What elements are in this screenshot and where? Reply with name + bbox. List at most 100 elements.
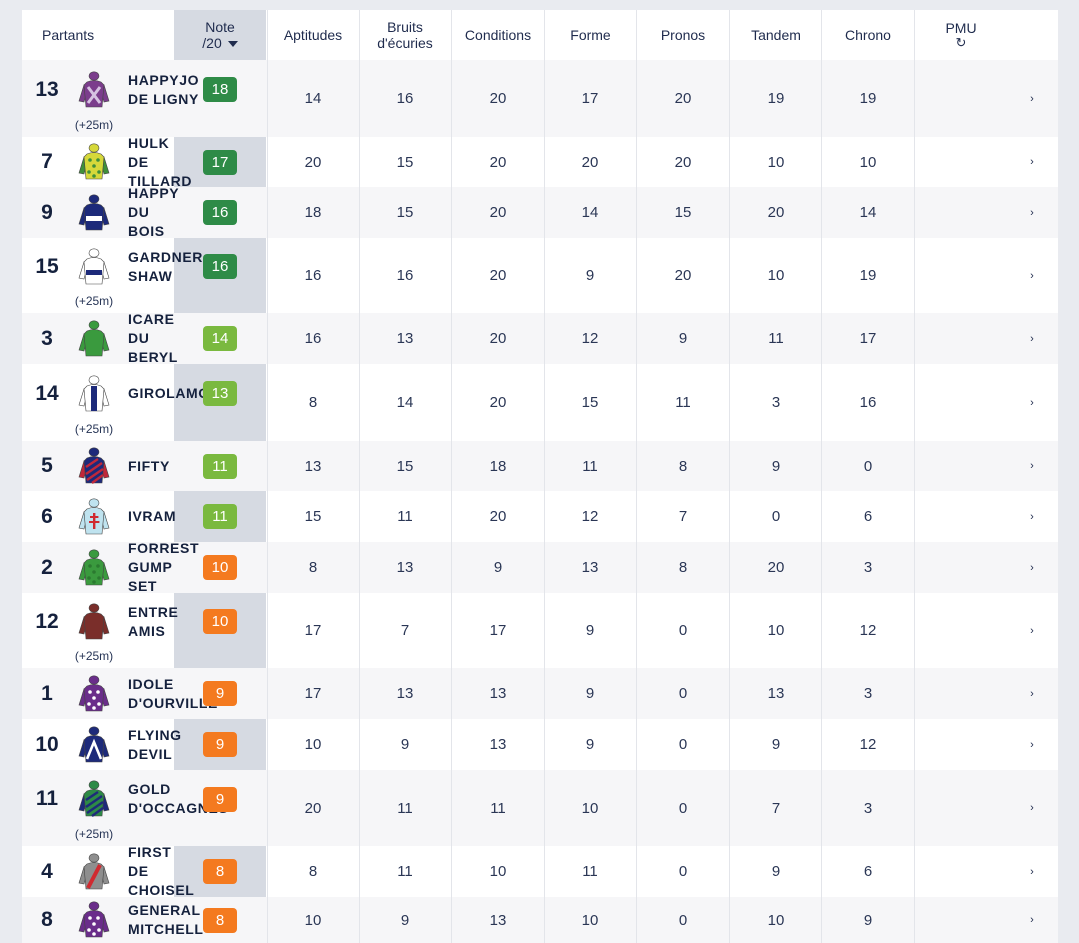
cell-forme: 11 — [582, 457, 598, 475]
horse-name[interactable]: HAPPY DU BOIS — [128, 185, 180, 239]
cell-conditions: 20 — [489, 204, 507, 221]
cell-aptitudes: 8 — [308, 863, 318, 880]
distance-handicap: (+25m) — [74, 294, 114, 308]
chevron-right-icon[interactable]: › — [1030, 624, 1034, 637]
chevron-right-icon[interactable]: › — [1030, 865, 1034, 878]
chevron-right-icon[interactable]: › — [1030, 802, 1034, 814]
chevron-right-icon[interactable]: › — [1030, 687, 1034, 700]
note-badge: 18 — [203, 77, 237, 102]
horse-name[interactable]: ICARE DU BERYL — [128, 311, 178, 365]
cell-pronos: 0 — [678, 911, 688, 929]
horse-name[interactable]: GARDNER SHAW — [128, 248, 203, 284]
note-badge: 8 — [203, 859, 237, 884]
horse-number: 6 — [41, 504, 53, 528]
chevron-right-icon[interactable]: › — [1030, 460, 1034, 472]
table-row[interactable]: 13 (+25m) HAPPYJO DE LIGNY 18 14 16 20 17 20 19 1… — [22, 60, 1058, 137]
column-divider — [636, 10, 637, 943]
header-conditions: Conditions — [464, 27, 532, 43]
chevron-right-icon[interactable]: › — [1030, 156, 1034, 168]
table-row[interactable]: 2 FORREST GUMP SET 10 8 13 9 13 8 20 3 › — [22, 540, 1058, 594]
chevron-right-icon[interactable]: › — [1030, 396, 1034, 409]
chevron-right-icon[interactable]: › — [1030, 206, 1034, 219]
cell-aptitudes: 13 — [304, 457, 322, 475]
chevron-right-icon[interactable]: › — [1030, 92, 1034, 105]
jockey-silk-icon — [78, 549, 110, 587]
horse-number: 12 — [35, 609, 59, 633]
horse-name[interactable]: IDOLE D'OURVILLE — [128, 675, 218, 711]
cell-chrono: 3 — [863, 799, 873, 817]
horse-number: 10 — [35, 732, 59, 756]
column-divider — [914, 10, 915, 943]
chevron-right-icon[interactable]: › — [1030, 510, 1034, 523]
column-divider — [729, 10, 730, 943]
cell-aptitudes: 20 — [304, 799, 322, 817]
cell-aptitudes: 18 — [304, 204, 322, 221]
cell-chrono: 14 — [859, 204, 877, 221]
table-row[interactable]: 9 HAPPY DU BOIS 16 18 15 20 14 15 20 14 › — [22, 185, 1058, 239]
horse-number: 8 — [41, 908, 53, 931]
table-row[interactable]: 8 GENERAL MITCHELL 8 10 9 13 10 0 10 9 › — [22, 897, 1058, 943]
table-row[interactable]: 12 (+25m) ENTRE AMIS 10 17 7 17 9 0 10 12 › — [22, 593, 1058, 668]
cell-bruits: 15 — [396, 204, 414, 221]
horse-name[interactable]: FIFTY — [128, 457, 170, 474]
table-row[interactable]: 15 (+25m) GARDNER SHAW 16 16 16 20 9 20 10 19 › — [22, 238, 1058, 313]
cell-forme: 13 — [581, 559, 599, 576]
chevron-right-icon[interactable]: › — [1030, 332, 1034, 345]
table-row[interactable]: 1 IDOLE D'OURVILLE 9 17 13 13 9 0 13 3 › — [22, 668, 1058, 719]
cell-pmu — [931, 846, 991, 897]
horse-name[interactable]: GIROLAMO — [128, 385, 210, 401]
refresh-icon[interactable]: ↻ — [955, 35, 967, 50]
horse-name[interactable]: FORREST GUMP SET — [128, 540, 200, 594]
cell-tandem: 3 — [771, 394, 781, 411]
cell-tandem: 10 — [767, 622, 785, 639]
cell-pmu — [931, 770, 991, 846]
table-row[interactable]: 10 FLYING DEVIL 9 10 9 13 9 0 9 12 › — [22, 719, 1058, 770]
chevron-right-icon[interactable]: › — [1030, 561, 1034, 574]
note-badge: 9 — [203, 732, 237, 757]
table-row[interactable]: 4 FIRST DE CHOISEL 8 8 11 10 11 0 9 6 › — [22, 844, 1058, 898]
horse-name[interactable]: FLYING DEVIL — [128, 726, 182, 762]
header-pronos: Pronos — [660, 27, 706, 43]
cell-tandem: 9 — [771, 457, 781, 475]
jockey-silk-icon — [78, 320, 110, 358]
cell-pmu — [931, 441, 991, 491]
horse-number: 9 — [41, 200, 53, 224]
horse-name[interactable]: FIRST DE CHOISEL — [128, 844, 195, 898]
cell-conditions: 13 — [489, 736, 507, 753]
table-row[interactable]: 7 HULK DE TILLARD 17 20 15 20 20 20 10 10 › — [22, 134, 1058, 189]
horse-name[interactable]: IVRAM — [128, 508, 177, 524]
cell-pmu — [931, 364, 991, 441]
horse-name[interactable]: ENTRE AMIS — [128, 603, 179, 639]
cell-pronos: 8 — [678, 559, 688, 576]
table-row[interactable]: 14 (+25m) GIROLAMO 13 8 14 20 15 11 3 16 › — [22, 364, 1058, 441]
cell-forme: 9 — [585, 685, 595, 702]
cell-conditions: 20 — [489, 330, 507, 347]
chevron-right-icon[interactable]: › — [1030, 738, 1034, 751]
distance-handicap: (+25m) — [74, 649, 114, 663]
cell-forme: 12 — [581, 330, 599, 347]
column-divider — [267, 10, 268, 943]
table-row[interactable]: 3 ICARE DU BERYL 14 16 13 20 12 9 11 17 › — [22, 311, 1058, 365]
cell-forme: 12 — [581, 508, 599, 525]
note-badge: 10 — [203, 609, 237, 634]
horse-name[interactable]: GENERAL MITCHELL — [128, 902, 204, 937]
header-note-line1: Note — [205, 19, 235, 35]
table-row[interactable]: 6 IVRAM 11 15 11 20 12 7 0 6 › — [22, 491, 1058, 542]
chevron-right-icon[interactable]: › — [1030, 269, 1034, 282]
cell-tandem: 0 — [771, 508, 781, 525]
chevron-right-icon[interactable]: › — [1030, 914, 1034, 926]
cell-pronos: 15 — [674, 204, 692, 221]
cell-bruits: 14 — [396, 394, 414, 411]
cell-pmu — [931, 897, 991, 943]
horse-name[interactable]: GOLD D'OCCAGNES — [128, 781, 229, 816]
cell-tandem: 11 — [768, 330, 784, 347]
header-note-sort[interactable]: Note /20 — [174, 10, 266, 60]
table-row[interactable]: 5 FIFTY 11 13 15 18 11 8 9 0 › — [22, 441, 1058, 491]
horse-name[interactable]: HULK DE TILLARD — [128, 134, 193, 189]
horse-number: 1 — [41, 681, 53, 705]
cell-chrono: 6 — [863, 508, 873, 525]
triangle-down-icon[interactable] — [227, 41, 238, 47]
table-row[interactable]: 11 (+25m) GOLD D'OCCAGNES 9 20 11 11 10 0 7 3 › — [22, 770, 1058, 846]
horse-name[interactable]: HAPPYJO DE LIGNY — [128, 71, 200, 107]
cell-tandem: 10 — [767, 911, 785, 929]
